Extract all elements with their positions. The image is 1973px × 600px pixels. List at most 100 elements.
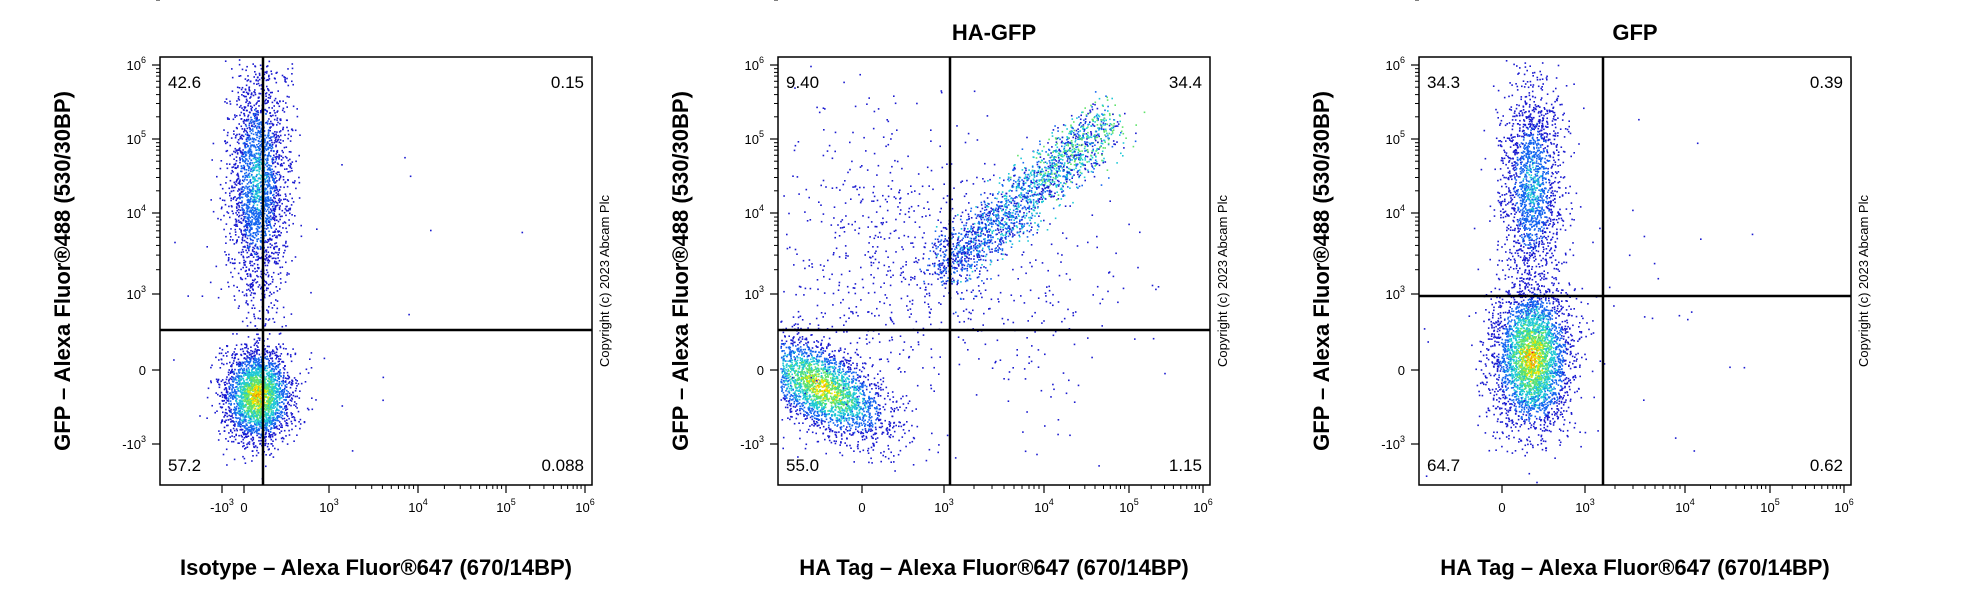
event-dot-1	[245, 221, 247, 224]
event-dot-2	[268, 389, 271, 391]
event-dot-3	[351, 450, 354, 452]
event-dot-2	[235, 409, 237, 411]
event-dot-2	[265, 436, 267, 438]
event-dot-2	[264, 407, 267, 409]
event-dot-2	[267, 417, 269, 419]
event-dot-1	[279, 186, 282, 188]
event-dot-1	[265, 148, 267, 150]
event-dot-1	[264, 108, 266, 111]
event-dot-1	[267, 101, 269, 103]
event-dot-1	[260, 158, 262, 161]
event-dot-1	[267, 200, 270, 202]
event-dot-1	[235, 179, 238, 182]
event-dot-1	[248, 172, 251, 175]
event-dot-2	[269, 435, 272, 438]
event-dot-2	[280, 372, 282, 374]
event-dot-2	[250, 408, 252, 410]
event-dot-2	[255, 384, 257, 386]
event-dot-2	[246, 411, 249, 413]
event-dot-2	[248, 375, 250, 378]
event-dot-1	[240, 187, 242, 190]
event-dot-1	[267, 227, 269, 229]
event-dot-1	[244, 168, 246, 171]
event-dot-2	[239, 417, 241, 419]
event-dot-2	[236, 372, 238, 375]
event-dot-2	[249, 359, 252, 362]
event-dot-1	[268, 74, 270, 77]
event-dot-2	[240, 399, 242, 401]
event-dot-1	[244, 187, 246, 189]
event-dot-1	[245, 91, 248, 94]
event-dot-2	[248, 360, 250, 363]
event-dot-2	[244, 393, 246, 396]
event-dot-2	[259, 406, 262, 409]
event-dot-1	[251, 162, 253, 164]
event-dot-1	[260, 184, 262, 187]
event-dot-2	[278, 360, 280, 363]
event-dot-2	[249, 365, 251, 367]
event-dot-1	[243, 193, 246, 195]
event-dot-2	[245, 379, 248, 381]
event-dot-1	[264, 102, 267, 105]
event-dot-2	[228, 395, 231, 397]
event-dot-1	[271, 257, 274, 260]
event-dot-2	[228, 414, 230, 417]
event-dot-2	[264, 440, 267, 442]
event-dot-1	[266, 85, 268, 88]
event-dot-2	[229, 361, 231, 364]
event-dot-2	[276, 408, 278, 411]
event-dot-1	[238, 87, 241, 89]
event-dot-1	[220, 207, 223, 210]
event-dot-1	[232, 166, 235, 168]
event-dot-3	[341, 164, 343, 166]
event-dot-1	[242, 149, 244, 151]
event-dot-2	[278, 333, 281, 335]
event-dot-1	[260, 127, 263, 130]
event-dot-2	[241, 361, 243, 364]
event-dot-2	[275, 383, 277, 386]
event-dot-2	[247, 442, 249, 444]
event-dot-2	[288, 417, 290, 420]
event-dot-1	[259, 64, 262, 67]
event-dot-2	[257, 387, 259, 389]
event-dot-1	[273, 304, 276, 306]
event-dot-1	[241, 186, 244, 188]
event-dot-1	[268, 230, 270, 233]
event-dot-1	[246, 183, 249, 185]
event-dot-2	[239, 369, 241, 371]
event-dot-1	[285, 246, 287, 248]
event-dot-1	[282, 126, 285, 129]
event-dot-2	[272, 432, 275, 434]
event-dot-2	[240, 404, 243, 407]
event-dot-1	[244, 230, 247, 232]
event-dot-1	[225, 142, 227, 145]
event-dot-1	[240, 134, 243, 137]
event-dot-2	[221, 362, 223, 365]
event-dot-1	[248, 225, 251, 228]
event-dot-2	[249, 371, 252, 374]
event-dot-2	[248, 417, 251, 419]
event-dot-1	[242, 190, 244, 193]
event-dot-1	[275, 286, 278, 288]
event-dot-2	[232, 370, 235, 373]
event-dot-2	[264, 433, 267, 436]
event-dot-1	[242, 193, 244, 195]
quadrant-lower-right: 0.088	[541, 456, 584, 475]
event-dot-1	[238, 133, 241, 136]
plot-frame	[159, 56, 593, 486]
event-dot-2	[296, 407, 298, 409]
event-dot-2	[269, 419, 271, 421]
event-dot-1	[255, 251, 258, 254]
event-dot-1	[273, 203, 275, 206]
event-dot-1	[240, 251, 243, 254]
event-dot-1	[248, 181, 250, 184]
event-dot-2	[284, 409, 287, 411]
event-dot-1	[267, 238, 269, 241]
event-dot-1	[252, 242, 254, 244]
event-dot-1	[235, 135, 237, 137]
event-dot-1	[260, 84, 263, 86]
event-dot-2	[249, 385, 251, 388]
event-dot-1	[263, 262, 266, 264]
event-dot-1	[257, 177, 260, 179]
event-dot-2	[239, 379, 241, 381]
